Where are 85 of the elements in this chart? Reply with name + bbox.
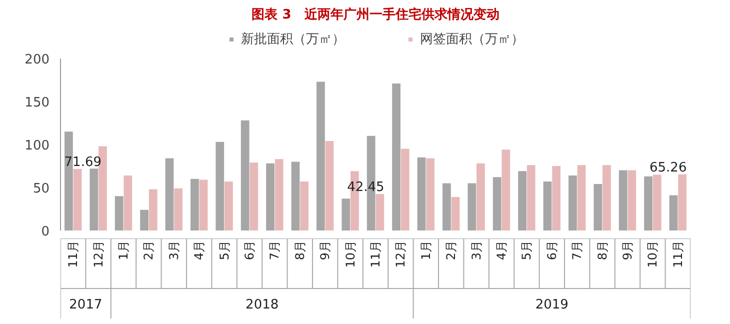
bar [174, 188, 182, 230]
y-tick-label: 150 [24, 96, 50, 110]
bar [652, 174, 662, 230]
bar [644, 176, 652, 230]
bar [148, 189, 158, 230]
bar [417, 157, 426, 230]
bar [678, 174, 686, 230]
x-tick-label: 11月 [66, 240, 80, 268]
x-tick-label: 12月 [394, 240, 408, 268]
bar [190, 178, 199, 230]
bar [552, 166, 560, 230]
x-tick-label: 2月 [444, 240, 458, 260]
bar [543, 181, 552, 230]
bar [90, 168, 98, 230]
bar [274, 159, 284, 230]
bar [502, 150, 510, 230]
x-tick-label: 5月 [520, 240, 534, 260]
legend-label: 新批面积（万㎡） [241, 30, 345, 48]
bar [602, 165, 611, 230]
x-tick-label: 9月 [318, 240, 332, 260]
bar [73, 168, 82, 230]
bar [392, 83, 400, 230]
x-tick-label: 4月 [192, 240, 206, 260]
bar [291, 162, 300, 230]
bar [451, 196, 460, 230]
y-tick-label: 100 [24, 138, 50, 154]
bar [266, 163, 274, 230]
bar [240, 120, 250, 230]
bar [476, 163, 485, 230]
x-tick-label: 9月 [620, 240, 634, 260]
data-label: 71.69 [64, 154, 102, 170]
x-tick-label: 10月 [343, 240, 358, 268]
x-tick-label: 8月 [292, 240, 307, 260]
data-label: 65.26 [650, 160, 687, 176]
text: 2017 [69, 298, 102, 313]
data-label: 42.45 [347, 180, 384, 195]
bar [342, 198, 350, 230]
bar [618, 170, 628, 230]
x-tick-label: 11月 [368, 240, 382, 268]
bar [224, 181, 233, 230]
bar [628, 170, 636, 230]
text: 2019 [535, 298, 568, 313]
bar [669, 195, 678, 230]
bar [376, 194, 384, 230]
x-tick-label: 6月 [544, 240, 559, 260]
x-tick-label: 12月 [91, 240, 106, 268]
y-tick-label: 0 [41, 224, 50, 240]
bar [526, 165, 536, 230]
bar [577, 165, 586, 230]
bar [492, 177, 502, 230]
x-tick-label: 7月 [570, 240, 584, 260]
x-tick-label: 1月 [116, 240, 130, 260]
bar [216, 142, 224, 230]
bar [518, 171, 526, 230]
bar [442, 183, 451, 230]
x-tick-label: 3月 [166, 240, 181, 260]
x-tick-label: 2月 [142, 240, 156, 260]
x-tick-label: 11月 [670, 240, 685, 268]
chart-title: 图表 3 近两年广州一手住宅供求情况变动 [252, 6, 500, 22]
bar [400, 148, 410, 230]
x-tick-label: 10月 [646, 240, 660, 268]
y-tick-label: 50 [32, 182, 50, 196]
bar [426, 158, 434, 230]
bar [316, 82, 325, 230]
y-tick-label: 200 [24, 52, 50, 68]
bar [568, 175, 577, 230]
bar [468, 183, 476, 230]
bar [114, 196, 124, 230]
bar [140, 210, 148, 230]
bar [300, 181, 308, 230]
x-tick-label: 7月 [268, 240, 282, 260]
bar [325, 141, 334, 230]
x-tick-label: 3月 [469, 240, 484, 260]
x-tick-label: 4月 [494, 240, 508, 260]
x-tick-label: 6月 [242, 240, 256, 260]
x-tick-label: 8月 [595, 240, 610, 260]
text: 2018 [246, 298, 279, 313]
x-tick-label: 1月 [418, 240, 433, 260]
bar [250, 162, 258, 230]
legend-label: 网签面积（万㎡） [420, 30, 524, 48]
x-tick-label: 5月 [217, 240, 232, 260]
bar [594, 184, 602, 230]
bar [199, 180, 208, 230]
bar [165, 158, 174, 230]
bar [124, 175, 132, 230]
